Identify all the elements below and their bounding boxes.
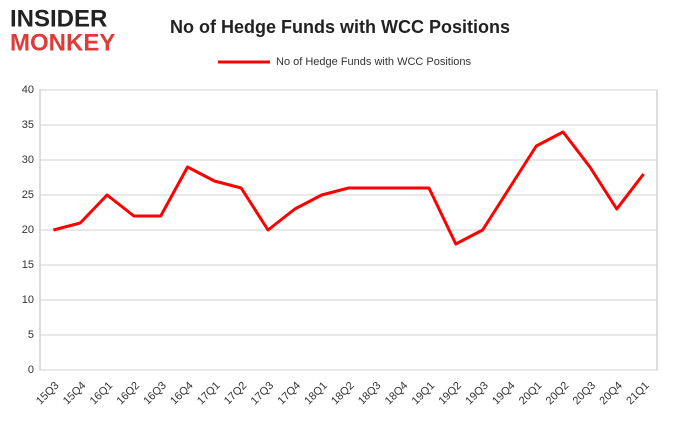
logo-line1: INSIDER [10, 5, 107, 32]
y-tick-label: 10 [22, 294, 34, 306]
logo-line2: MONKEY [10, 29, 115, 56]
y-tick-label: 30 [22, 154, 34, 166]
y-tick-label: 5 [28, 329, 34, 341]
chart-title: No of Hedge Funds with WCC Positions [170, 17, 510, 37]
y-tick-label: 25 [22, 189, 34, 201]
y-tick-label: 15 [22, 259, 34, 271]
y-tick-label: 0 [28, 364, 34, 376]
y-tick-label: 40 [22, 84, 34, 96]
y-tick-label: 20 [22, 224, 34, 236]
legend-label: No of Hedge Funds with WCC Positions [276, 56, 472, 68]
y-tick-label: 35 [22, 119, 34, 131]
data-line [53, 130, 645, 246]
